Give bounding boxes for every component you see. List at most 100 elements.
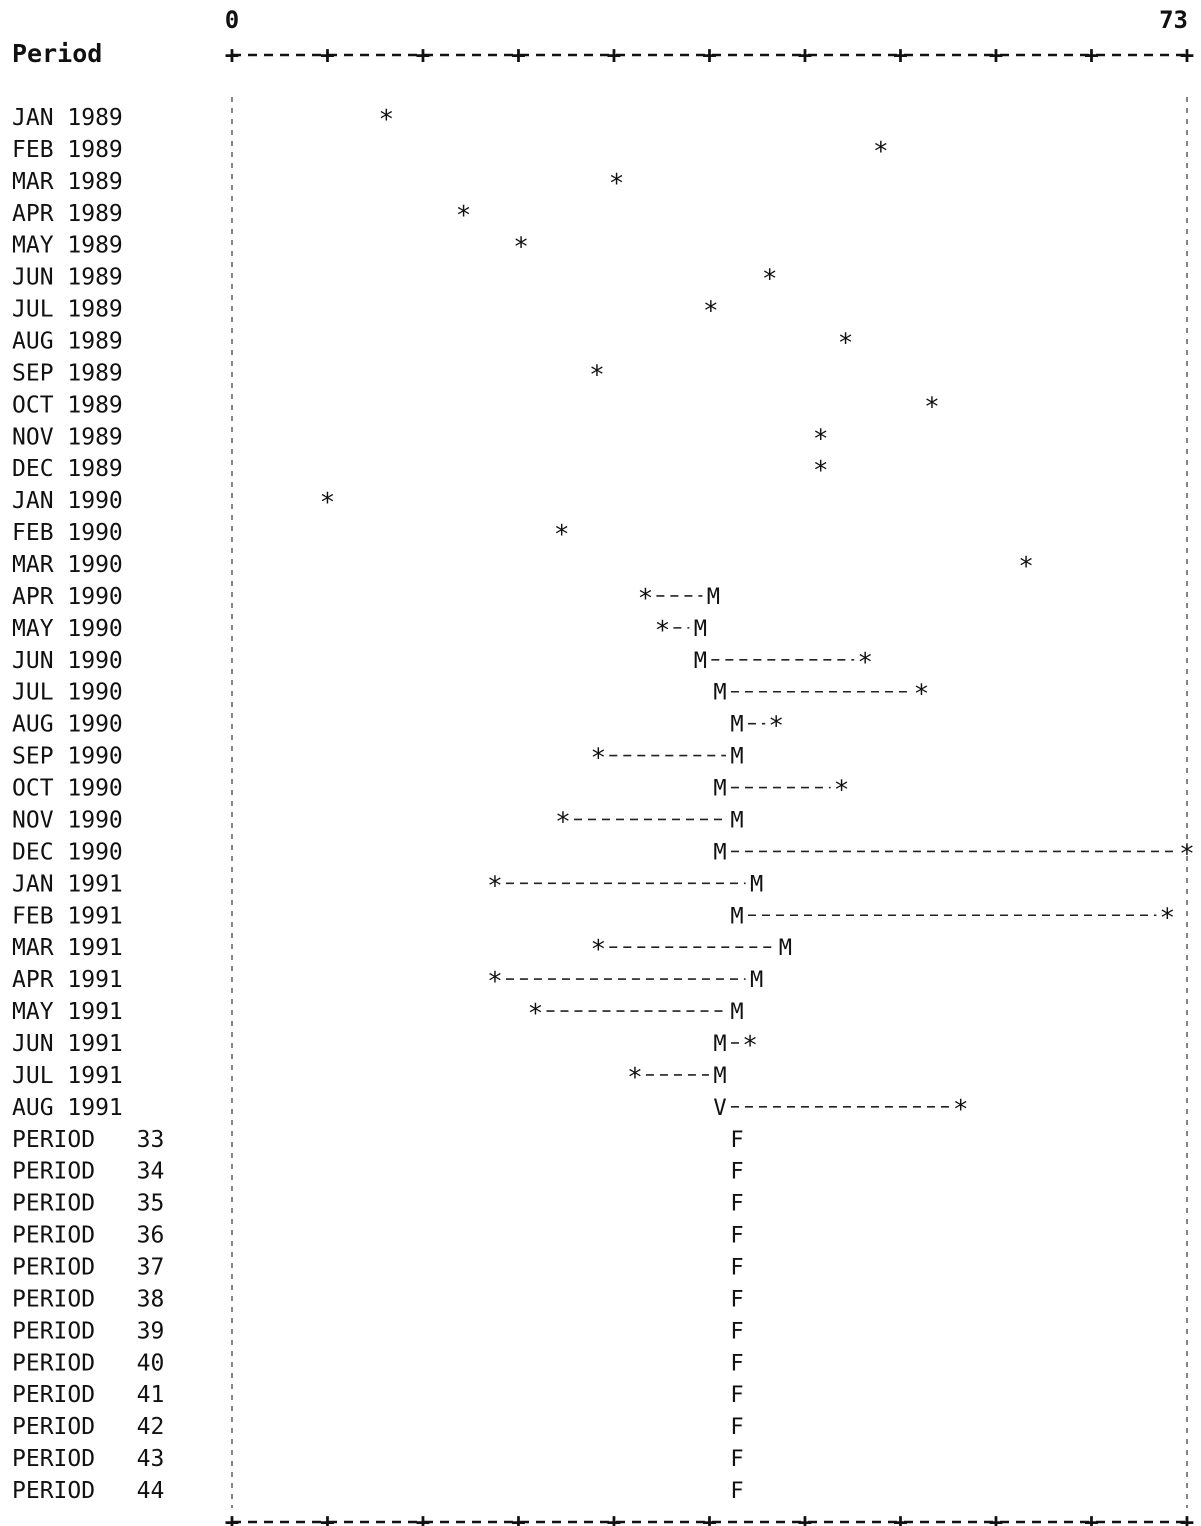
model-mark: M (730, 1000, 743, 1025)
forecast-mark: F (730, 1479, 743, 1504)
actual-mark: * (953, 1095, 969, 1125)
bottom-axis-tick: + (1084, 1508, 1098, 1526)
actual-mark: * (513, 233, 529, 263)
actual-mark: * (857, 648, 873, 678)
forecast-mark: F (730, 1255, 743, 1280)
forecast-mark: F (730, 1351, 743, 1376)
axis-max-label: 73 (1159, 6, 1188, 34)
period-label: FEB 1991 (12, 903, 123, 929)
actual-mark: * (590, 935, 606, 965)
top-axis-tick: + (893, 41, 907, 69)
model-mark: M (779, 936, 792, 961)
period-label: PERIOD 39 (12, 1318, 164, 1344)
model-mark: M (750, 872, 763, 897)
period-label: PERIOD 41 (12, 1382, 164, 1408)
period-label: APR 1991 (12, 967, 123, 993)
period-label: PERIOD 42 (12, 1414, 164, 1440)
actual-mark: * (638, 584, 654, 614)
forecast-mark: F (730, 1319, 743, 1344)
connector-lines (505, 595, 1176, 1108)
period-label: MAY 1990 (12, 616, 123, 642)
period-label: PERIOD 36 (12, 1223, 164, 1249)
top-axis-tick: + (320, 41, 334, 69)
period-label: JAN 1989 (12, 105, 123, 131)
top-axis-tick: + (798, 41, 812, 69)
top-axis-tick: + (416, 41, 430, 69)
period-label: OCT 1989 (12, 392, 123, 418)
top-axis-tick: + (1084, 41, 1098, 69)
model-mark: M (713, 1032, 726, 1057)
actual-mark: * (834, 776, 850, 806)
period-label: PERIOD 34 (12, 1159, 164, 1185)
period-label: JUN 1990 (12, 648, 123, 674)
actual-mark: * (456, 201, 472, 231)
actual-mark: * (627, 1063, 643, 1093)
top-axis-tick: + (607, 41, 621, 69)
actual-mark: * (703, 297, 719, 327)
bottom-axis-tick: + (1180, 1508, 1194, 1526)
bottom-axis-tick: + (511, 1508, 525, 1526)
forecast-mark: F (730, 1415, 743, 1440)
period-label: PERIOD 40 (12, 1350, 164, 1376)
forecast-mark: F (730, 1160, 743, 1185)
model-mark: M (713, 1064, 726, 1089)
model-mark: M (713, 840, 726, 865)
bottom-axis-tick: + (320, 1508, 334, 1526)
period-label: AUG 1991 (12, 1095, 123, 1121)
period-label: JUN 1989 (12, 265, 123, 291)
period-label: MAR 1990 (12, 552, 123, 578)
period-label: JAN 1990 (12, 488, 123, 514)
period-label: JUL 1991 (12, 1063, 123, 1089)
actual-mark: * (487, 871, 503, 901)
period-label: AUG 1990 (12, 712, 123, 738)
actual-mark: * (609, 169, 625, 199)
top-axis: + + + + + + + + + + + (225, 41, 1194, 69)
plot-frame (231, 97, 1188, 1508)
forecast-mark: F (730, 1192, 743, 1217)
top-axis-tick: + (225, 41, 239, 69)
period-label: MAR 1989 (12, 169, 123, 195)
actual-mark: * (655, 616, 671, 646)
bottom-axis-tick: + (416, 1508, 430, 1526)
forecast-mark: F (730, 1447, 743, 1472)
actual-mark: * (1179, 839, 1195, 869)
period-label: NOV 1989 (12, 424, 123, 450)
actual-mark: * (813, 424, 829, 454)
period-label: NOV 1990 (12, 807, 123, 833)
actual-mark: * (320, 488, 336, 518)
model-mark: M (730, 713, 743, 738)
top-axis-tick: + (989, 41, 1003, 69)
overlap-mark: V (713, 1096, 726, 1121)
period-label: SEP 1989 (12, 360, 123, 386)
period-label: JUN 1991 (12, 1031, 123, 1057)
model-mark: M (713, 777, 726, 802)
bottom-axis-tick: + (893, 1508, 907, 1526)
forecast-mark: F (730, 1224, 743, 1249)
period-label: JUL 1990 (12, 680, 123, 706)
period-label: MAY 1989 (12, 233, 123, 259)
forecast-mark: F (730, 1383, 743, 1408)
period-label: DEC 1990 (12, 839, 123, 865)
top-axis-tick: + (702, 41, 716, 69)
model-mark: M (730, 904, 743, 929)
period-label: PERIOD 44 (12, 1478, 164, 1504)
period-label: PERIOD 33 (12, 1127, 164, 1153)
bottom-axis: + + + + + + + + + + + (225, 1508, 1194, 1526)
period-label: PERIOD 37 (12, 1254, 164, 1280)
period-label: APR 1990 (12, 584, 123, 610)
period-label: DEC 1989 (12, 456, 123, 482)
period-label: AUG 1989 (12, 329, 123, 355)
top-axis-tick: + (511, 41, 525, 69)
actual-mark: * (528, 999, 544, 1029)
period-label: MAR 1991 (12, 935, 123, 961)
bottom-axis-tick: + (607, 1508, 621, 1526)
period-label: FEB 1990 (12, 520, 123, 546)
bottom-axis-tick: + (702, 1508, 716, 1526)
actual-mark: * (742, 1031, 758, 1061)
period-label: JAN 1991 (12, 871, 123, 897)
actual-mark: * (555, 807, 571, 837)
period-label: OCT 1990 (12, 776, 123, 802)
period-label: PERIOD 35 (12, 1191, 164, 1217)
bottom-axis-tick: + (798, 1508, 812, 1526)
